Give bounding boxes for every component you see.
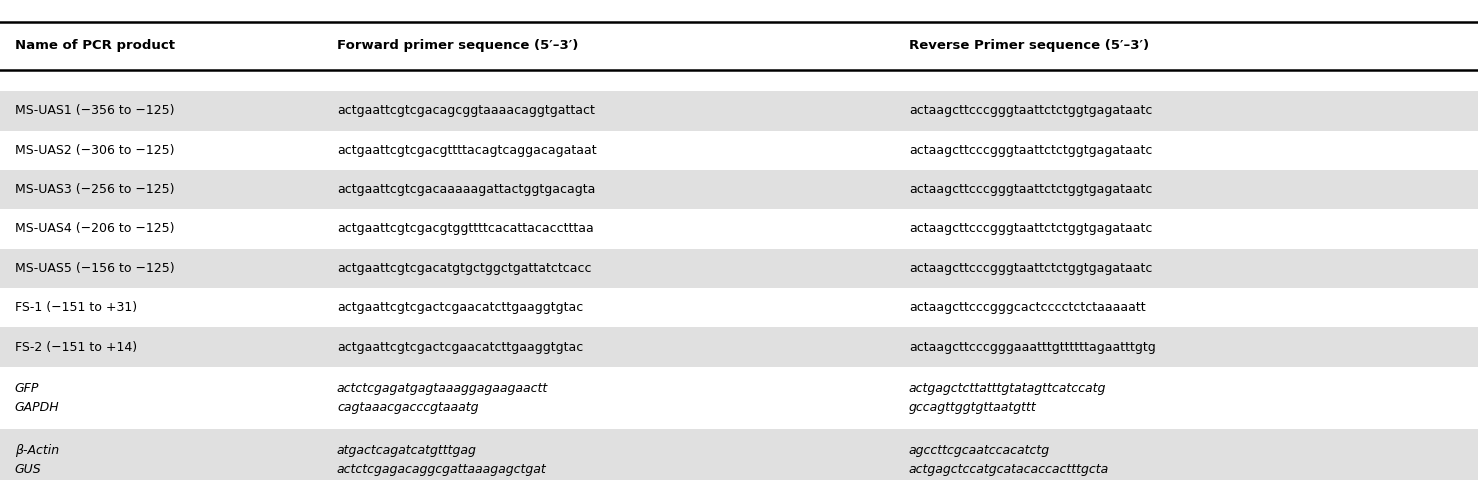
Text: agccttcgcaatccacatctg
actgagctccatgcatacaccactttgcta: agccttcgcaatccacatctg actgagctccatgcatac… bbox=[909, 444, 1108, 476]
Text: MS-UAS4 (−206 to −125): MS-UAS4 (−206 to −125) bbox=[15, 222, 174, 236]
Bar bbox=[0, 170, 1478, 209]
Text: atgactcagatcatgtttgag
actctcgagacaggcgattaaagagctgat: atgactcagatcatgtttgag actctcgagacaggcgat… bbox=[337, 444, 547, 476]
Text: MS-UAS3 (−256 to −125): MS-UAS3 (−256 to −125) bbox=[15, 183, 174, 196]
Text: actaagcttcccgggtaattctctggtgagataatc: actaagcttcccgggtaattctctggtgagataatc bbox=[909, 262, 1153, 275]
Text: actgaattcgtcgacgttttacagtcaggacagataat: actgaattcgtcgacgttttacagtcaggacagataat bbox=[337, 144, 597, 157]
Bar bbox=[0, 131, 1478, 170]
Bar bbox=[0, 288, 1478, 327]
Text: Reverse Primer sequence (5′–3′): Reverse Primer sequence (5′–3′) bbox=[909, 39, 1148, 52]
Bar bbox=[0, 249, 1478, 288]
Text: actgaattcgtcgacgtggttttcacattacacctttaa: actgaattcgtcgacgtggttttcacattacacctttaa bbox=[337, 222, 594, 236]
Bar bbox=[0, 22, 1478, 70]
Text: FS-2 (−151 to +14): FS-2 (−151 to +14) bbox=[15, 340, 137, 354]
Text: β-Actin
GUS: β-Actin GUS bbox=[15, 444, 59, 476]
Bar bbox=[0, 209, 1478, 249]
Text: MS-UAS5 (−156 to −125): MS-UAS5 (−156 to −125) bbox=[15, 262, 174, 275]
Text: GFP
GAPDH: GFP GAPDH bbox=[15, 382, 59, 414]
Text: Forward primer sequence (5′–3′): Forward primer sequence (5′–3′) bbox=[337, 39, 578, 52]
Bar bbox=[0, 367, 1478, 429]
Text: actctcgagatgagtaaaggagaagaactt
cagtaaacgacccgtaaatg: actctcgagatgagtaaaggagaagaactt cagtaaacg… bbox=[337, 382, 548, 414]
Text: actgaattcgtcgacagcggtaaaacaggtgattact: actgaattcgtcgacagcggtaaaacaggtgattact bbox=[337, 104, 594, 118]
Text: actgagctcttatttgtatagttcatccatg
gccagttggtgttaatgttt: actgagctcttatttgtatagttcatccatg gccagttg… bbox=[909, 382, 1107, 414]
Bar bbox=[0, 429, 1478, 480]
Text: actaagcttcccgggaaatttgttttttagaatttgtg: actaagcttcccgggaaatttgttttttagaatttgtg bbox=[909, 340, 1156, 354]
Text: actgaattcgtcgactcgaacatcttgaaggtgtac: actgaattcgtcgactcgaacatcttgaaggtgtac bbox=[337, 301, 584, 314]
Text: actgaattcgtcgacaaaaagattactggtgacagta: actgaattcgtcgacaaaaagattactggtgacagta bbox=[337, 183, 596, 196]
Bar bbox=[0, 327, 1478, 367]
Text: MS-UAS2 (−306 to −125): MS-UAS2 (−306 to −125) bbox=[15, 144, 174, 157]
Text: actgaattcgtcgactcgaacatcttgaaggtgtac: actgaattcgtcgactcgaacatcttgaaggtgtac bbox=[337, 340, 584, 354]
Text: actaagcttcccgggcactcccctctctaaaaatt: actaagcttcccgggcactcccctctctaaaaatt bbox=[909, 301, 1145, 314]
Text: actaagcttcccgggtaattctctggtgagataatc: actaagcttcccgggtaattctctggtgagataatc bbox=[909, 104, 1153, 118]
Text: actaagcttcccgggtaattctctggtgagataatc: actaagcttcccgggtaattctctggtgagataatc bbox=[909, 222, 1153, 236]
Text: actaagcttcccgggtaattctctggtgagataatc: actaagcttcccgggtaattctctggtgagataatc bbox=[909, 144, 1153, 157]
Text: MS-UAS1 (−356 to −125): MS-UAS1 (−356 to −125) bbox=[15, 104, 174, 118]
Text: Name of PCR product: Name of PCR product bbox=[15, 39, 174, 52]
Text: FS-1 (−151 to +31): FS-1 (−151 to +31) bbox=[15, 301, 137, 314]
Text: actaagcttcccgggtaattctctggtgagataatc: actaagcttcccgggtaattctctggtgagataatc bbox=[909, 183, 1153, 196]
Bar bbox=[0, 91, 1478, 131]
Text: actgaattcgtcgacatgtgctggctgattatctcacc: actgaattcgtcgacatgtgctggctgattatctcacc bbox=[337, 262, 591, 275]
